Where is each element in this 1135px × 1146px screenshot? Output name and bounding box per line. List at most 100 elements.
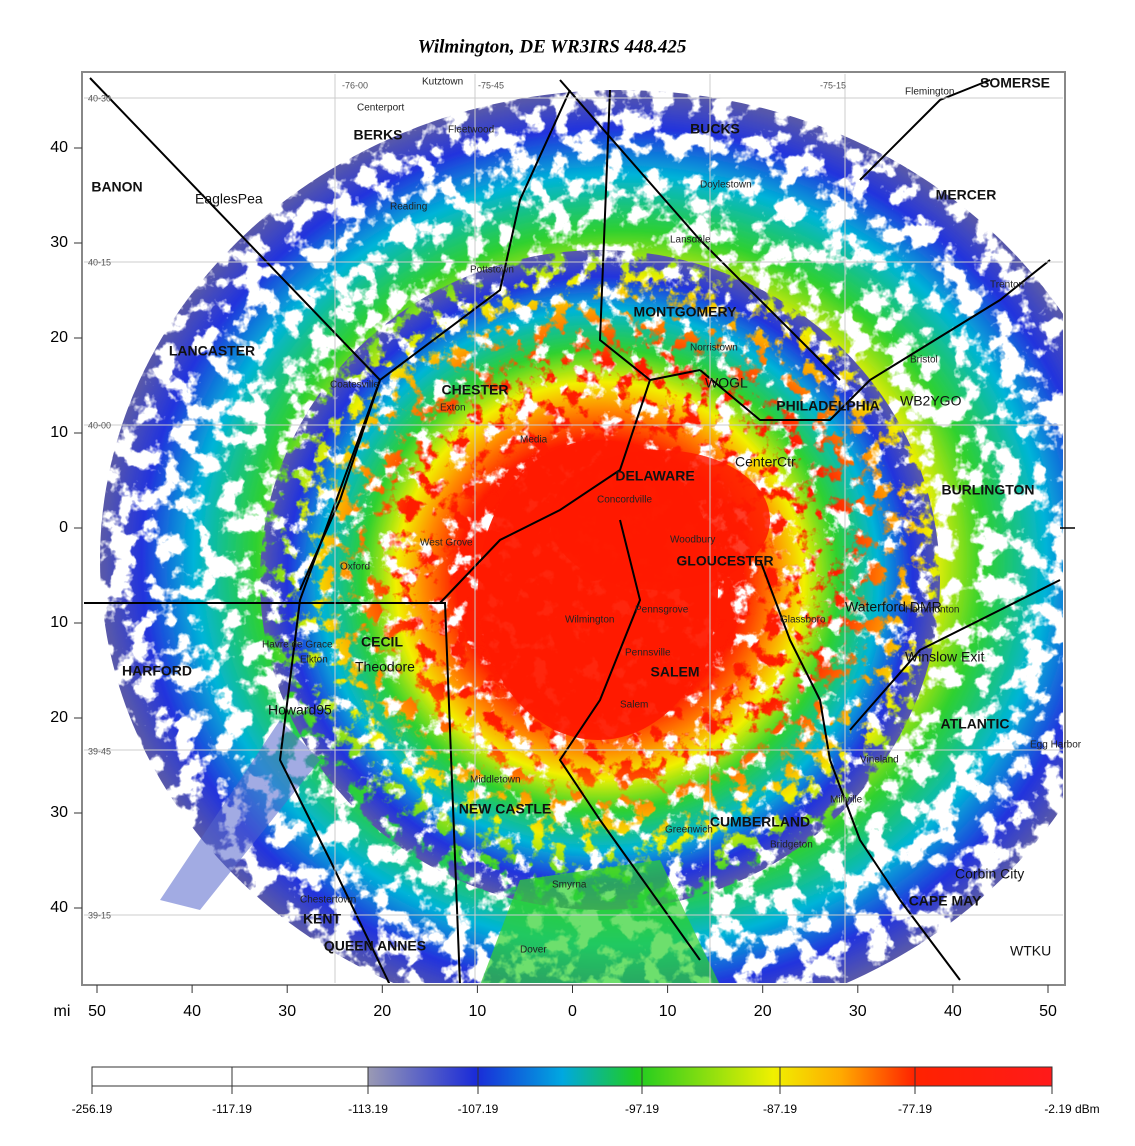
place-label: Chestertown: [300, 895, 356, 906]
x-tick-label: 10: [659, 1003, 677, 1020]
x-tick-label: 20: [373, 1003, 391, 1020]
y-tick-label: 40: [50, 139, 68, 156]
y-tick-label: 40: [50, 899, 68, 916]
map-labels: -76-00 -75-45 -75-15 40-30 40-15 40-00 39-45 39…: [88, 75, 1082, 959]
station-label: EaglesPea: [195, 191, 263, 207]
place-label: Bridgeton: [770, 840, 813, 851]
x-unit: mi: [54, 1003, 71, 1020]
colorbar-label: -97.19: [625, 1102, 659, 1116]
grid-label: 40-30: [88, 93, 111, 103]
colorbar-label: -117.19: [212, 1102, 252, 1116]
place-label: Media: [520, 435, 548, 446]
place-label: Flemington: [905, 87, 954, 98]
station-label: Corbin City: [955, 866, 1024, 882]
place-label: Millville: [830, 795, 863, 806]
place-label: Middletown: [470, 775, 521, 786]
colorbar-label: -2.19 dBm: [1044, 1102, 1099, 1116]
y-tick-label: 10: [50, 614, 68, 631]
x-tick-label: 50: [88, 1003, 106, 1020]
place-label: Greenwich: [665, 825, 713, 836]
colorbar-ticks: -256.19 -117.19 -113.19 -107.19 -97.19 -87.19…: [72, 1067, 1100, 1116]
place-label: Oxford: [340, 562, 370, 573]
station-label: Theodore: [355, 659, 415, 675]
grid-label: 40-15: [88, 257, 111, 267]
county-label: ATLANTIC: [941, 716, 1010, 732]
axes: 50 40 30 20 10 0 10 20 30 40 50 mi 40 30 20 10 0 10 20 30 40: [50, 139, 1075, 1020]
place-label: Pennsgrove: [635, 605, 689, 616]
place-label: Norristown: [690, 343, 738, 354]
colorbar-label: -256.19: [72, 1102, 113, 1116]
county-label: BURLINGTON: [941, 482, 1034, 498]
place-label: Lansdale: [670, 235, 711, 246]
place-label: Smyrna: [552, 880, 587, 891]
place-label: Egg Harbor: [1030, 740, 1082, 751]
y-tick-label: 10: [50, 424, 68, 441]
county-label: KENT: [303, 911, 342, 927]
county-label: PHILADELPHIA: [776, 398, 879, 414]
station-label: WB2YGO: [900, 393, 962, 409]
y-tick-label: 20: [50, 709, 68, 726]
y-tick-label: 30: [50, 234, 68, 251]
station-label: WOGL: [705, 375, 748, 391]
county-label: NEW CASTLE: [459, 801, 552, 817]
place-label: Kutztown: [422, 77, 463, 88]
county-label: CHESTER: [442, 382, 509, 398]
place-label: Pennsville: [625, 648, 671, 659]
county-label: GLOUCESTER: [676, 553, 773, 569]
colorbar-label: -87.19: [763, 1102, 797, 1116]
grid-label: 39-15: [88, 910, 111, 920]
grid-label: -75-45: [478, 80, 504, 90]
county-label: SALEM: [651, 664, 700, 680]
station-label: WTKU: [1010, 943, 1051, 959]
place-label: Havre de Grace: [262, 640, 333, 651]
county-label: CAPE MAY: [909, 893, 982, 909]
place-label: Hammonton: [905, 605, 959, 616]
place-label: Vineland: [860, 755, 899, 766]
x-tick-label: 10: [469, 1003, 487, 1020]
place-label: Salem: [620, 700, 648, 711]
grid-label: -76-00: [342, 80, 368, 90]
county-label: HARFORD: [122, 663, 192, 679]
county-label: DELAWARE: [615, 468, 694, 484]
x-tick-label: 30: [849, 1003, 867, 1020]
county-label: CUMBERLAND: [710, 814, 810, 830]
place-label: Bristol: [910, 355, 938, 366]
county-label: BANON: [91, 179, 142, 195]
county-label: QUEEN ANNES: [324, 938, 426, 954]
x-tick-label: 30: [278, 1003, 296, 1020]
colorbar-label: -113.19: [348, 1102, 388, 1116]
place-label: Elkton: [300, 655, 328, 666]
place-label: Pottstown: [470, 265, 514, 276]
title: Wilmington, DE WR3IRS 448.425: [418, 36, 687, 57]
county-label: MONTGOMERY: [634, 304, 738, 320]
county-label: BUCKS: [690, 121, 740, 137]
place-label: Glassboro: [780, 615, 826, 626]
x-tick-label: 0: [568, 1003, 577, 1020]
x-tick-label: 40: [944, 1003, 962, 1020]
x-tick-label: 50: [1039, 1003, 1057, 1020]
grid-label: 40-00: [88, 420, 111, 430]
place-label: Reading: [390, 202, 427, 213]
place-label: Fleetwood: [448, 125, 494, 136]
station-label: Howard95: [268, 702, 332, 718]
place-label: West Grove: [420, 538, 473, 549]
grid-label: 39-45: [88, 746, 111, 756]
place-label: Doylestown: [700, 180, 752, 191]
county-label: LANCASTER: [169, 343, 255, 359]
station-label: Winslow Exit: [905, 649, 984, 665]
county-label: MERCER: [936, 187, 997, 203]
coverage-layer: [84, 74, 1063, 983]
y-tick-label: 0: [59, 519, 68, 536]
place-label: Concordville: [597, 495, 652, 506]
y-tick-label: 30: [50, 804, 68, 821]
place-label: Coatesville: [330, 380, 379, 391]
county-label: SOMERSE: [980, 75, 1050, 91]
grid-label: -75-15: [820, 80, 846, 90]
y-tick-label: 20: [50, 329, 68, 346]
county-label: BERKS: [353, 127, 402, 143]
x-tick-label: 40: [183, 1003, 201, 1020]
place-label: Exton: [440, 403, 466, 414]
place-label: Wilmington: [565, 615, 614, 626]
place-label: Woodbury: [670, 535, 715, 546]
